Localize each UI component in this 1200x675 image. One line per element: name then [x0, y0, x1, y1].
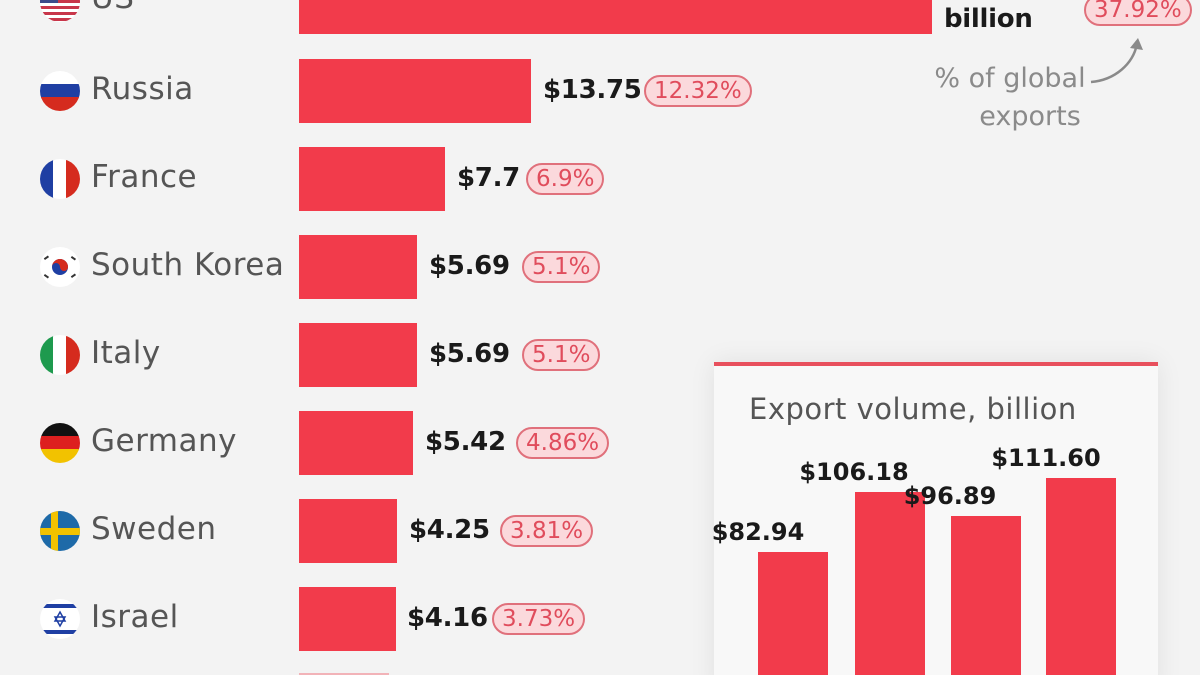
row-south-korea: South Korea $5.69 5.1% — [0, 223, 1200, 311]
pct-pill: 3.81% — [500, 515, 594, 547]
bar-sweden — [299, 499, 397, 563]
bar-russia — [299, 59, 531, 123]
annotation-line2: exports — [979, 101, 1081, 132]
country-label: Sweden — [91, 511, 217, 547]
value-label: $5.69 — [429, 251, 510, 281]
value-label: $13.75 — [543, 75, 642, 105]
country-label: France — [91, 159, 198, 195]
bar-israel — [299, 587, 396, 651]
row-israel: Israel $4.16 3.73% — [0, 575, 1200, 663]
row-italy: Italy $5.69 5.1% — [0, 311, 1200, 399]
country-label: Russia — [91, 71, 194, 107]
pct-pill: 4.86% — [516, 427, 610, 459]
bar-germany — [299, 411, 413, 475]
italy-flag-icon — [40, 335, 80, 375]
bar-italy — [299, 323, 417, 387]
sweden-flag-icon — [40, 511, 80, 551]
bar-next-partial — [299, 673, 389, 675]
annotation-line1: % of global — [934, 63, 1086, 94]
pct-pill: 12.32% — [644, 75, 752, 107]
country-label: Germany — [91, 423, 237, 459]
country-label: South Korea — [91, 247, 285, 283]
export-volume-card: Export volume, billion $82.94 $106.18 $9… — [712, 362, 1158, 675]
us-flag-icon — [40, 0, 80, 22]
bar-us — [299, 0, 932, 34]
bar-france — [299, 147, 445, 211]
value-label: billion — [944, 4, 1033, 34]
value-label: $5.42 — [425, 427, 506, 457]
south-korea-flag-icon — [40, 247, 80, 287]
inset-value-label: $82.94 — [711, 518, 805, 546]
value-label: $5.69 — [429, 339, 510, 369]
row-sweden: Sweden $4.25 3.81% — [0, 487, 1200, 575]
row-france: France $7.7 6.9% — [0, 135, 1200, 223]
value-label: $4.16 — [407, 603, 488, 633]
pct-pill: 3.73% — [492, 603, 586, 635]
inset-value-label: $96.89 — [903, 482, 997, 510]
row-russia: Russia $13.75 12.32% — [0, 47, 1200, 135]
russia-flag-icon — [40, 71, 80, 111]
bar-south-korea — [299, 235, 417, 299]
value-label: $7.7 — [457, 163, 520, 193]
inset-value-label: $106.18 — [799, 458, 909, 486]
card-title: Export volume, billion — [749, 392, 1077, 426]
annotation-text: % of global exports — [905, 60, 1115, 136]
inset-bar-3 — [951, 516, 1021, 675]
germany-flag-icon — [40, 423, 80, 463]
country-label: US — [91, 0, 134, 16]
pct-pill: 37.92% — [1084, 0, 1192, 26]
israel-flag-icon — [40, 599, 80, 639]
pct-pill: 5.1% — [522, 339, 601, 371]
country-label: Israel — [91, 599, 179, 635]
inset-bar-2 — [855, 492, 925, 675]
row-germany: Germany $5.42 4.86% — [0, 399, 1200, 487]
inset-value-label: $111.60 — [991, 444, 1101, 472]
pct-pill: 6.9% — [526, 163, 605, 195]
value-label: $4.25 — [409, 515, 490, 545]
inset-bar-4 — [1046, 478, 1116, 675]
inset-bar-1 — [758, 552, 828, 675]
row-us: US $ billion 37.92% — [0, 0, 1200, 46]
country-label: Italy — [91, 335, 161, 371]
annotation-arrow-icon — [1090, 38, 1143, 84]
france-flag-icon — [40, 159, 80, 199]
pct-pill: 5.1% — [522, 251, 601, 283]
